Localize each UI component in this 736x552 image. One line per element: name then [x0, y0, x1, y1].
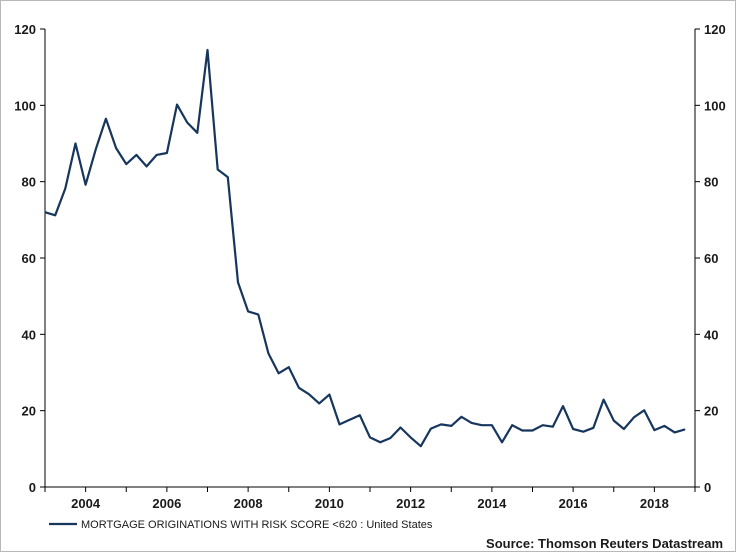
- data-point: [277, 372, 280, 374]
- data-point: [227, 176, 229, 178]
- data-point: [64, 187, 66, 190]
- x-tick-label: 2014: [477, 496, 507, 511]
- data-point: [653, 429, 655, 431]
- data-point: [613, 419, 615, 422]
- y-tick-label-right: 80: [704, 175, 718, 190]
- data-point: [85, 184, 87, 186]
- data-point: [633, 416, 635, 418]
- data-point: [470, 422, 473, 424]
- data-point: [410, 436, 412, 438]
- y-tick-label-left: 20: [22, 404, 36, 419]
- data-point: [511, 424, 513, 426]
- data-point: [267, 352, 270, 355]
- data-point: [298, 387, 300, 389]
- data-point: [399, 426, 402, 429]
- data-point: [572, 428, 574, 430]
- data-point: [44, 211, 46, 213]
- x-tick-label: 2016: [559, 496, 588, 511]
- data-point: [379, 441, 381, 443]
- y-tick-label-left: 120: [14, 22, 36, 37]
- data-point: [521, 429, 523, 432]
- data-point: [105, 118, 107, 120]
- data-point: [247, 310, 249, 313]
- y-tick-label-left: 40: [22, 327, 36, 342]
- y-tick-label-right: 0: [704, 480, 711, 495]
- data-point: [166, 152, 168, 154]
- data-point: [318, 402, 320, 405]
- data-point: [491, 424, 493, 426]
- data-point: [460, 416, 463, 418]
- data-point: [196, 132, 198, 134]
- data-point: [308, 393, 310, 395]
- y-tick-label-left: 0: [29, 480, 36, 495]
- data-point: [643, 409, 645, 411]
- x-tick-label: 2018: [640, 496, 669, 511]
- data-point: [156, 154, 158, 156]
- data-point: [420, 445, 422, 447]
- data-point: [582, 431, 584, 433]
- data-point: [125, 163, 127, 165]
- data-point: [359, 414, 361, 416]
- data-point: [501, 441, 503, 443]
- y-tick-label-left: 60: [22, 251, 36, 266]
- data-point: [115, 147, 117, 149]
- x-tick-label: 2004: [71, 496, 101, 511]
- y-tick-label-right: 60: [704, 251, 718, 266]
- data-point: [389, 437, 391, 439]
- data-point: [450, 425, 452, 427]
- data-point: [663, 425, 666, 427]
- data-point: [349, 419, 351, 421]
- data-point: [562, 405, 564, 407]
- y-tick-label-right: 20: [704, 404, 718, 419]
- x-ticks: 2004 2006 2008 2010 2012 2014 2016 2018: [44, 487, 696, 511]
- legend-label: MORTGAGE ORIGINATIONS WITH RISK SCORE <6…: [81, 519, 433, 531]
- data-points: [44, 49, 686, 447]
- data-point: [206, 49, 209, 51]
- series-line: [44, 48, 686, 448]
- data-point: [552, 426, 554, 428]
- y-tick-label-left: 80: [22, 175, 36, 190]
- data-point: [684, 428, 686, 430]
- data-point: [257, 313, 259, 316]
- data-point: [176, 103, 178, 106]
- y-ticks-left: 0 20 40 60 80 100 120: [14, 22, 45, 495]
- data-point: [602, 398, 605, 401]
- data-point: [328, 394, 330, 396]
- data-point: [54, 214, 56, 216]
- data-point: [186, 121, 188, 124]
- data-point: [145, 165, 148, 167]
- y-ticks-right: 0 20 40 60 80 100 120: [695, 22, 726, 495]
- data-point: [74, 142, 77, 145]
- data-point: [623, 428, 625, 430]
- y-tick-label-right: 40: [704, 327, 718, 342]
- y-tick-label-left: 100: [14, 98, 36, 113]
- data-point: [542, 424, 544, 426]
- source-label: Source: Thomson Reuters Datastream: [486, 536, 723, 551]
- x-tick-label: 2010: [315, 496, 344, 511]
- x-tick-label: 2006: [152, 496, 181, 511]
- data-point: [440, 423, 442, 426]
- data-point: [135, 154, 138, 156]
- data-point: [338, 423, 341, 426]
- data-point: [592, 427, 595, 429]
- data-point: [481, 424, 483, 426]
- data-point: [237, 281, 239, 284]
- data-point: [674, 431, 676, 434]
- y-tick-label-right: 100: [704, 98, 726, 113]
- y-tick-label-right: 120: [704, 22, 726, 37]
- data-point: [288, 366, 290, 368]
- x-tick-label: 2008: [234, 496, 263, 511]
- data-point: [217, 168, 219, 171]
- data-point: [430, 428, 432, 430]
- x-tick-label: 2012: [396, 496, 425, 511]
- data-point: [95, 148, 97, 150]
- data-point: [531, 429, 534, 432]
- data-point: [369, 436, 371, 438]
